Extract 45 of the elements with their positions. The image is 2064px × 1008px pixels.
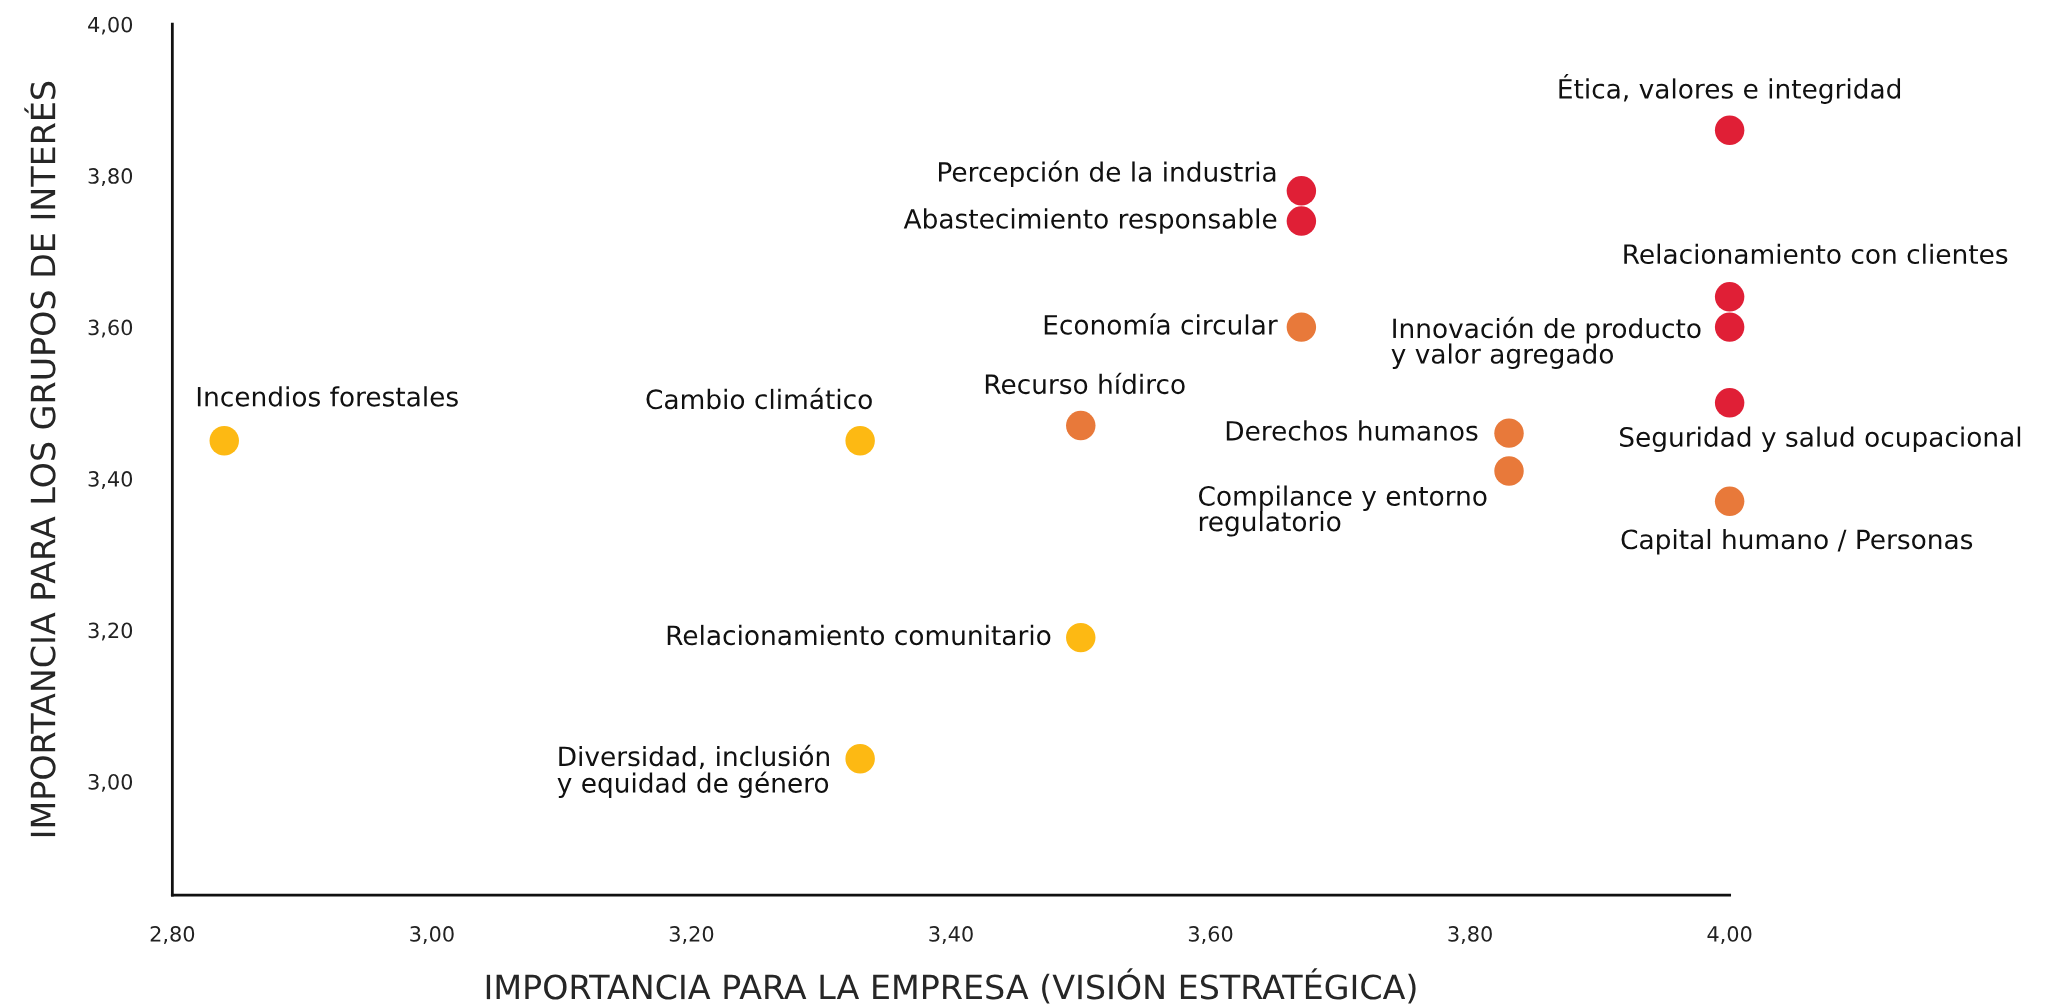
y-tick-label: 3,40 xyxy=(88,471,133,489)
annotation: Cambio climático xyxy=(646,387,872,410)
point xyxy=(1494,418,1524,448)
point xyxy=(209,425,239,456)
annotation: Percepción de la industria xyxy=(938,160,1276,187)
y-tick-label: 3,80 xyxy=(88,168,133,186)
point xyxy=(1714,115,1745,145)
annotation: Economía circular xyxy=(1044,313,1278,335)
point xyxy=(845,425,875,456)
point xyxy=(1066,622,1096,653)
x-tick-label: 3,60 xyxy=(1188,926,1233,944)
x-axis-title: IMPORTANCIA PARA LA EMPRESA (VISIÓN ESTRATÉGICA) xyxy=(486,968,1416,1004)
x-tick-label: 3,40 xyxy=(929,926,973,944)
annotation: Ética, valores e integridad xyxy=(1559,73,1901,104)
annotation: Incendios forestales xyxy=(197,386,458,407)
annotation: Recurso hídirco xyxy=(985,372,1185,395)
annotation: Innovación de producto y valor agregado xyxy=(1391,316,1701,369)
annotation: Capital humano / Personas xyxy=(1621,528,1973,555)
x-tick-label: 3,20 xyxy=(669,926,714,944)
annotation: Relacionamiento con clientes xyxy=(1624,243,2008,265)
point xyxy=(1714,486,1745,517)
point xyxy=(845,744,875,774)
annotation: Derechos humanos xyxy=(1226,420,1478,441)
point xyxy=(1714,282,1745,312)
annotation: Compilance y entorno regulatorio xyxy=(1199,485,1487,537)
y-tick-label: 3,20 xyxy=(88,622,133,641)
x-tick-label: 4,00 xyxy=(1707,926,1752,944)
point xyxy=(1714,388,1745,418)
y-axis-title: IMPORTANCIA PARA LOS GRUPOS DE INTERÉS xyxy=(24,81,56,837)
point xyxy=(1494,456,1524,486)
point xyxy=(1286,206,1317,236)
x-tick-label: 2,80 xyxy=(150,926,195,944)
annotation: Seguridad y salud ocupacional xyxy=(1620,426,2021,453)
y-tick-label: 3,60 xyxy=(88,319,133,338)
point xyxy=(1286,312,1317,342)
x-tick-label: 3,80 xyxy=(1448,926,1492,944)
point xyxy=(1066,410,1096,441)
annotation: Relacionamiento comunitario xyxy=(667,624,1051,646)
y-tick-label: 3,00 xyxy=(88,773,133,792)
point xyxy=(1286,176,1317,206)
annotation: Abastecimiento responsable xyxy=(903,208,1277,234)
annotation: Diversidad, inclusión y equidad de género xyxy=(557,744,829,799)
x-tick-label: 3,00 xyxy=(410,926,454,944)
y-tick-label: 4,00 xyxy=(88,16,133,35)
point xyxy=(1714,312,1745,342)
